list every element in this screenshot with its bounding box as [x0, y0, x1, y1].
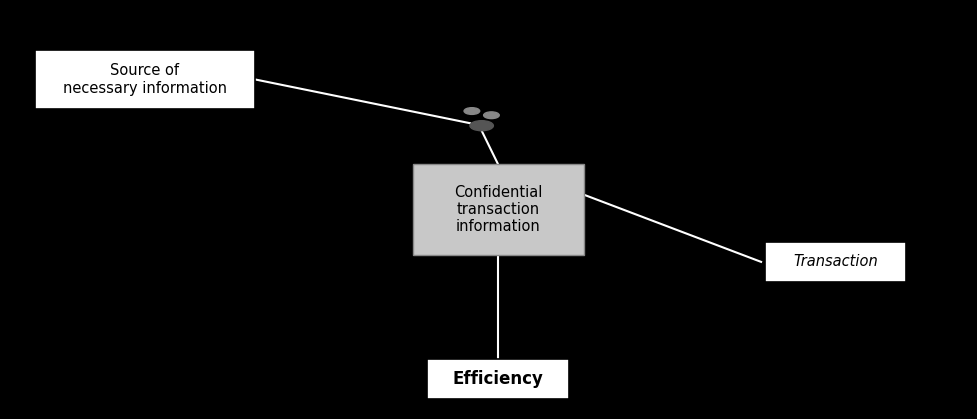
Text: Transaction: Transaction	[793, 254, 877, 269]
Circle shape	[464, 108, 480, 114]
Circle shape	[470, 121, 493, 131]
Text: Source of
necessary information: Source of necessary information	[63, 63, 227, 96]
FancyBboxPatch shape	[412, 164, 583, 254]
Text: Confidential
transaction
information: Confidential transaction information	[454, 185, 542, 234]
Circle shape	[484, 112, 499, 119]
Text: Efficiency: Efficiency	[452, 370, 544, 388]
FancyBboxPatch shape	[428, 359, 569, 399]
FancyBboxPatch shape	[764, 242, 907, 282]
FancyBboxPatch shape	[34, 50, 254, 109]
